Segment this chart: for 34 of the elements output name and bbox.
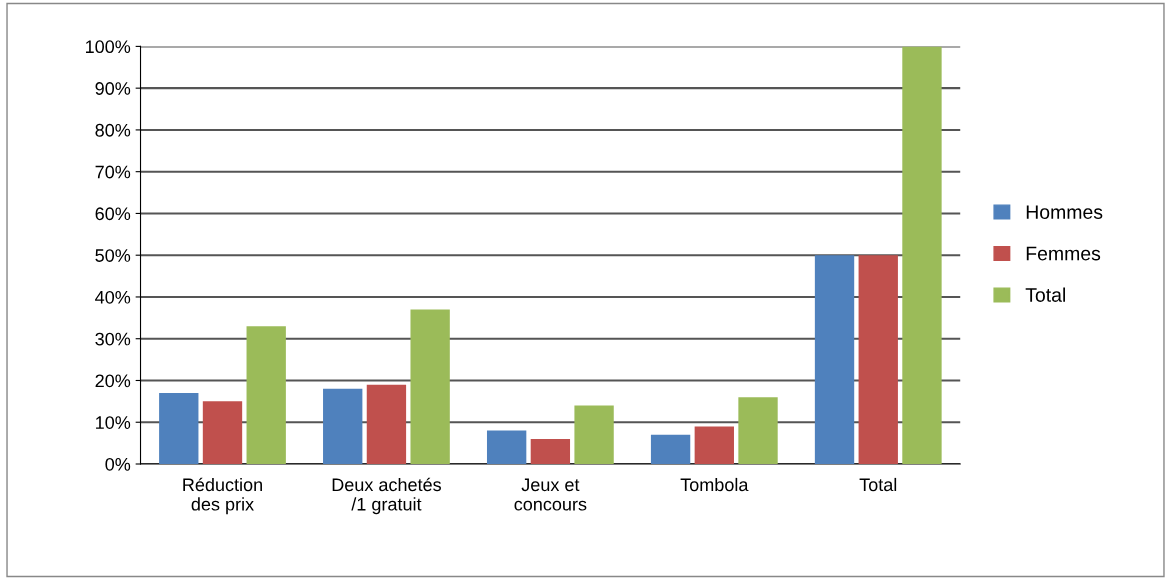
bar [366, 384, 407, 464]
bar [530, 438, 571, 464]
y-tick-label: 90% [95, 82, 131, 95]
y-tick-label: 60% [95, 207, 131, 221]
x-tick-label: Réduction des prix [183, 477, 262, 515]
legend-label: Hommes [1026, 205, 1103, 219]
y-tick-label: 80% [95, 123, 131, 137]
bar [902, 46, 942, 464]
y-tick-label: 0% [105, 457, 131, 471]
x-tick-label: Jeux et concours [514, 478, 587, 511]
bar [650, 434, 691, 464]
y-tick-label: 70% [95, 165, 131, 179]
bar [486, 430, 527, 464]
y-tick-label: 20% [95, 374, 131, 388]
bar [738, 397, 778, 464]
bar [858, 255, 898, 464]
legend-label: Femmes [1026, 246, 1101, 261]
y-tick-label: 100% [86, 40, 131, 54]
y-tick-label: 10% [96, 416, 131, 429]
bar [246, 326, 286, 464]
y-tick-label: 40% [95, 290, 131, 304]
bar [323, 388, 363, 464]
bar [694, 426, 734, 464]
bar [202, 401, 243, 464]
x-tick-label: Tombola [680, 477, 749, 492]
x-tick-label: Total [859, 477, 897, 492]
bar [814, 255, 855, 464]
bar [159, 393, 199, 464]
bar [574, 405, 614, 464]
x-tick-label: Deux achetés /1 gratuit [332, 477, 441, 515]
legend-label: Total [1025, 287, 1065, 302]
y-tick-label: 50% [95, 249, 131, 262]
bar [410, 309, 450, 464]
y-tick-label: 30% [95, 332, 131, 346]
